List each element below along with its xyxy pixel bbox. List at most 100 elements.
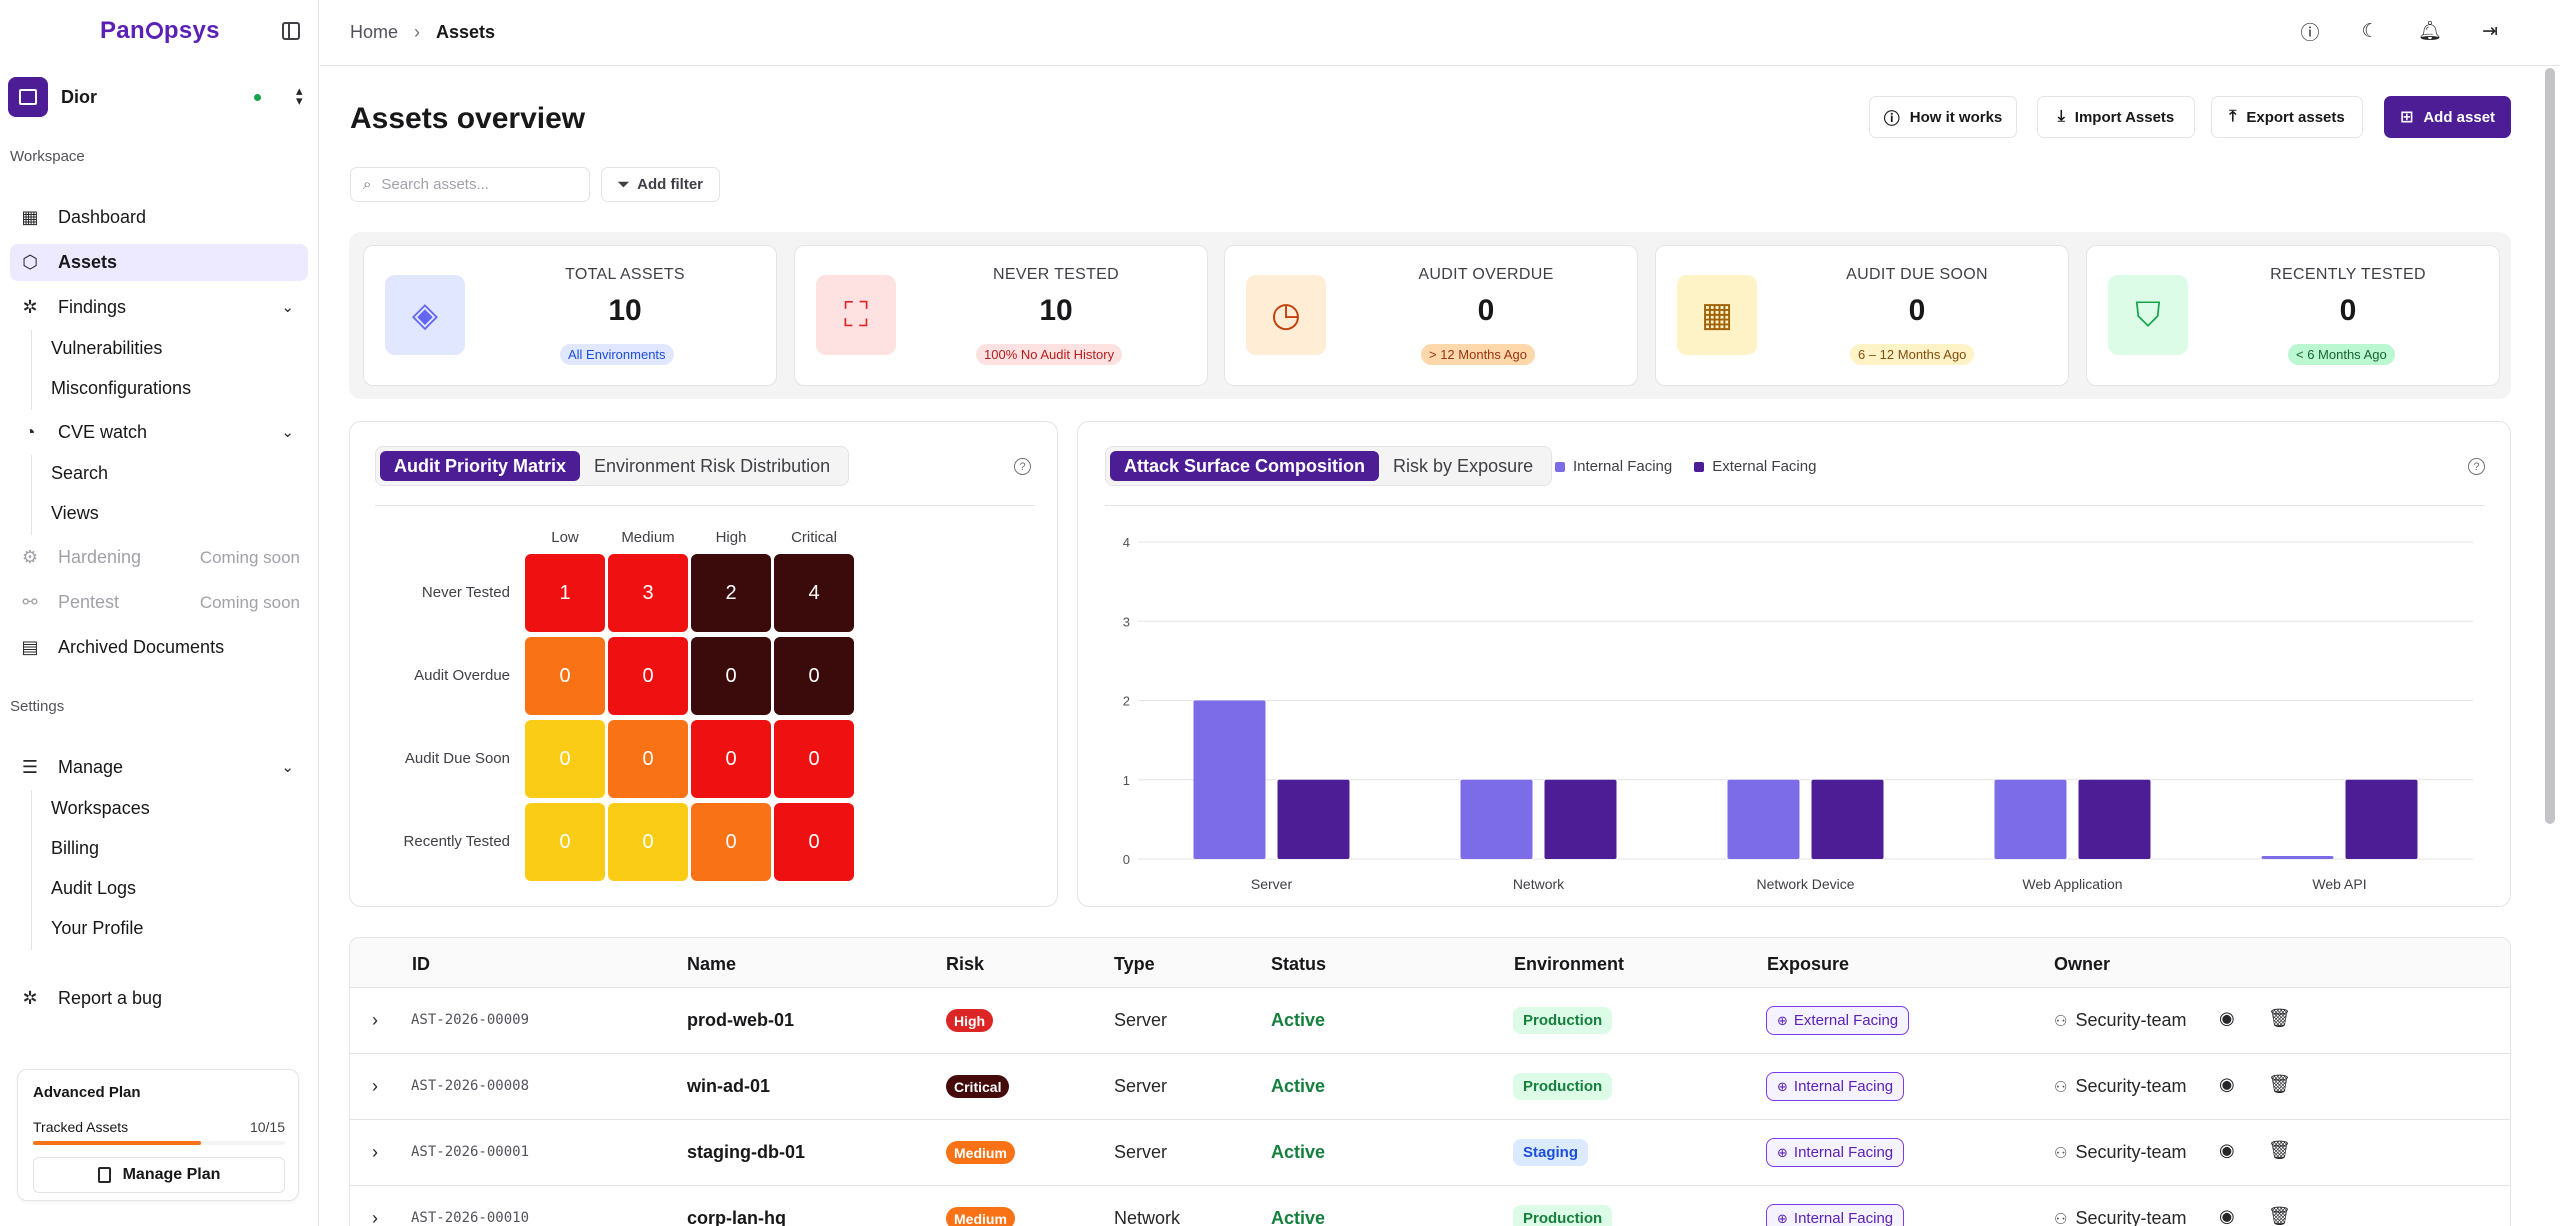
sidebar-item-views[interactable]: Views (51, 503, 99, 523)
search-input[interactable]: ⌕ Search assets... (350, 167, 590, 202)
col-name[interactable]: Name (687, 954, 737, 974)
add-asset-button[interactable]: ⊞ Add asset (2384, 96, 2511, 138)
table-row[interactable]: › AST-2026-00001 staging-db-01 Medium Server… (350, 1120, 2510, 1186)
bar-external[interactable] (2078, 779, 2151, 859)
logout-icon[interactable]: ⇥ (2482, 20, 2498, 42)
table-row[interactable]: › AST-2026-00008 win-ad-01 Critical Server Ac… (350, 1054, 2510, 1120)
sidebar-item-workspaces[interactable]: Workspaces (51, 798, 150, 818)
matrix-cell[interactable]: 0 (525, 720, 605, 798)
bar-internal[interactable] (2261, 856, 2334, 859)
bar-external[interactable] (1811, 779, 1884, 859)
matrix-cell[interactable]: 3 (608, 554, 688, 632)
moon-icon[interactable]: ☾ (2361, 20, 2379, 42)
matrix-cell[interactable]: 1 (525, 554, 605, 632)
col-status[interactable]: Status (1271, 954, 1327, 974)
org-switcher[interactable]: Dior ▴ ▾ (8, 74, 308, 120)
breadcrumb-current: Assets (436, 22, 496, 42)
bar-external[interactable] (1277, 779, 1350, 859)
sidebar-item-audit-logs[interactable]: Audit Logs (51, 878, 137, 898)
tab-audit-priority-matrix[interactable]: Audit Priority Matrix (380, 451, 581, 481)
matrix-cell[interactable]: 2 (691, 554, 771, 632)
matrix-cell[interactable]: 0 (691, 720, 771, 798)
sidebar-item-search[interactable]: Search (51, 463, 109, 483)
col-exposure[interactable]: Exposure (1767, 954, 1850, 974)
asset-name[interactable]: staging-db-01 (687, 1142, 806, 1162)
eye-icon[interactable]: ◉ (2219, 1206, 2235, 1226)
asset-status: Active (1271, 1142, 1326, 1162)
sidebar-toggle-icon[interactable] (282, 22, 300, 40)
asset-name[interactable]: corp-lan-hq (687, 1208, 786, 1226)
help-icon[interactable]: ⓘ (2300, 22, 2320, 44)
col-type[interactable]: Type (1114, 954, 1155, 974)
sidebar-item-assets[interactable]: ⬡ Assets (10, 244, 308, 281)
search-icon: ⌕ (363, 176, 372, 193)
bar-external[interactable] (2345, 779, 2418, 859)
org-name: Dior (61, 86, 97, 107)
label: Archived Documents (58, 637, 225, 657)
export-assets-button[interactable]: ⤒ Export assets (2211, 96, 2363, 138)
page-scrollbar[interactable] (2545, 68, 2555, 824)
sidebar-item-vulnerabilities[interactable]: Vulnerabilities (51, 338, 163, 358)
sidebar-item-cve-watch[interactable]: ◔ CVE watch ⌄ (10, 414, 308, 451)
matrix-cell[interactable]: 0 (774, 720, 854, 798)
tab-environment-risk[interactable]: Environment Risk Distribution (594, 455, 831, 476)
bar-internal[interactable] (1460, 779, 1533, 859)
col-environment[interactable]: Environment (1514, 954, 1625, 974)
import-assets-button[interactable]: ⤓ Import Assets (2037, 96, 2195, 138)
expand-chevron-icon[interactable]: › (372, 1010, 378, 1030)
matrix-cell[interactable]: 0 (691, 637, 771, 715)
submenu-line (31, 790, 32, 950)
brand-logo[interactable]: Pan psys (100, 17, 220, 44)
matrix-cell[interactable]: 0 (608, 637, 688, 715)
matrix-cell[interactable]: 0 (691, 803, 771, 881)
sidebar-item-profile[interactable]: Your Profile (51, 918, 144, 938)
eye-icon[interactable]: ◉ (2219, 1008, 2235, 1028)
matrix-cell[interactable]: 0 (774, 637, 854, 715)
bell-icon[interactable]: 🔔︎ (2417, 21, 2443, 42)
sidebar-item-findings[interactable]: ✲ Findings ⌄ (10, 289, 308, 326)
how-it-works-button[interactable]: ⓘ How it works (1869, 96, 2017, 138)
breadcrumb-home[interactable]: Home (350, 22, 399, 42)
matrix-cell[interactable]: 0 (525, 803, 605, 881)
bug-icon: ✲ (22, 297, 38, 317)
trash-icon[interactable]: 🗑︎ (2268, 1206, 2291, 1226)
matrix-cell[interactable]: 0 (608, 803, 688, 881)
manage-plan-button[interactable]: Manage Plan (33, 1157, 285, 1193)
bar-internal[interactable] (1193, 700, 1266, 860)
table-row[interactable]: › AST-2026-00010 corp-lan-hq Medium Network A… (350, 1186, 2510, 1226)
bar-internal[interactable] (1994, 779, 2067, 859)
trash-icon[interactable]: 🗑︎ (2268, 1140, 2291, 1160)
tab-attack-surface[interactable]: Attack Surface Composition (1110, 451, 1380, 481)
add-filter-button[interactable]: ⏷ Add filter (601, 167, 720, 202)
matrix-cell[interactable]: 0 (525, 637, 605, 715)
trash-icon[interactable]: 🗑︎ (2268, 1008, 2291, 1028)
asset-name[interactable]: win-ad-01 (687, 1076, 771, 1096)
eye-icon[interactable]: ◉ (2219, 1074, 2235, 1094)
sidebar-item-manage[interactable]: ☰ Manage ⌄ (10, 749, 308, 786)
sidebar-item-dashboard[interactable]: ▦ Dashboard (10, 199, 308, 236)
matrix-cell[interactable]: 0 (608, 720, 688, 798)
stat-badge: < 6 Months Ago (2288, 344, 2395, 365)
table-row[interactable]: › AST-2026-00009 prod-web-01 High Server Acti… (350, 988, 2510, 1054)
expand-chevron-icon[interactable]: › (372, 1142, 378, 1162)
expand-chevron-icon[interactable]: › (372, 1076, 378, 1096)
asset-name[interactable]: prod-web-01 (687, 1010, 795, 1030)
tab-risk-by-exposure[interactable]: Risk by Exposure (1393, 455, 1534, 476)
breadcrumb: Home › Assets (350, 22, 495, 43)
bar-external[interactable] (1544, 779, 1617, 859)
sidebar-item-archived[interactable]: ▤ Archived Documents (10, 629, 308, 666)
eye-icon[interactable]: ◉ (2219, 1140, 2235, 1160)
bar-internal[interactable] (1727, 779, 1800, 859)
col-risk[interactable]: Risk (946, 954, 985, 974)
matrix-cell[interactable]: 4 (774, 554, 854, 632)
matrix-cell[interactable]: 0 (774, 803, 854, 881)
sidebar-item-report-bug[interactable]: ✲ Report a bug (10, 980, 308, 1017)
sidebar-item-billing[interactable]: Billing (51, 838, 100, 858)
sidebar-item-misconfigurations[interactable]: Misconfigurations (51, 378, 192, 398)
col-id[interactable]: ID (412, 954, 430, 974)
expand-chevron-icon[interactable]: › (372, 1208, 378, 1226)
help-icon[interactable]: ? (1014, 458, 1031, 475)
trash-icon[interactable]: 🗑︎ (2268, 1074, 2291, 1094)
col-owner[interactable]: Owner (2054, 954, 2111, 974)
help-icon[interactable]: ? (2468, 458, 2485, 475)
